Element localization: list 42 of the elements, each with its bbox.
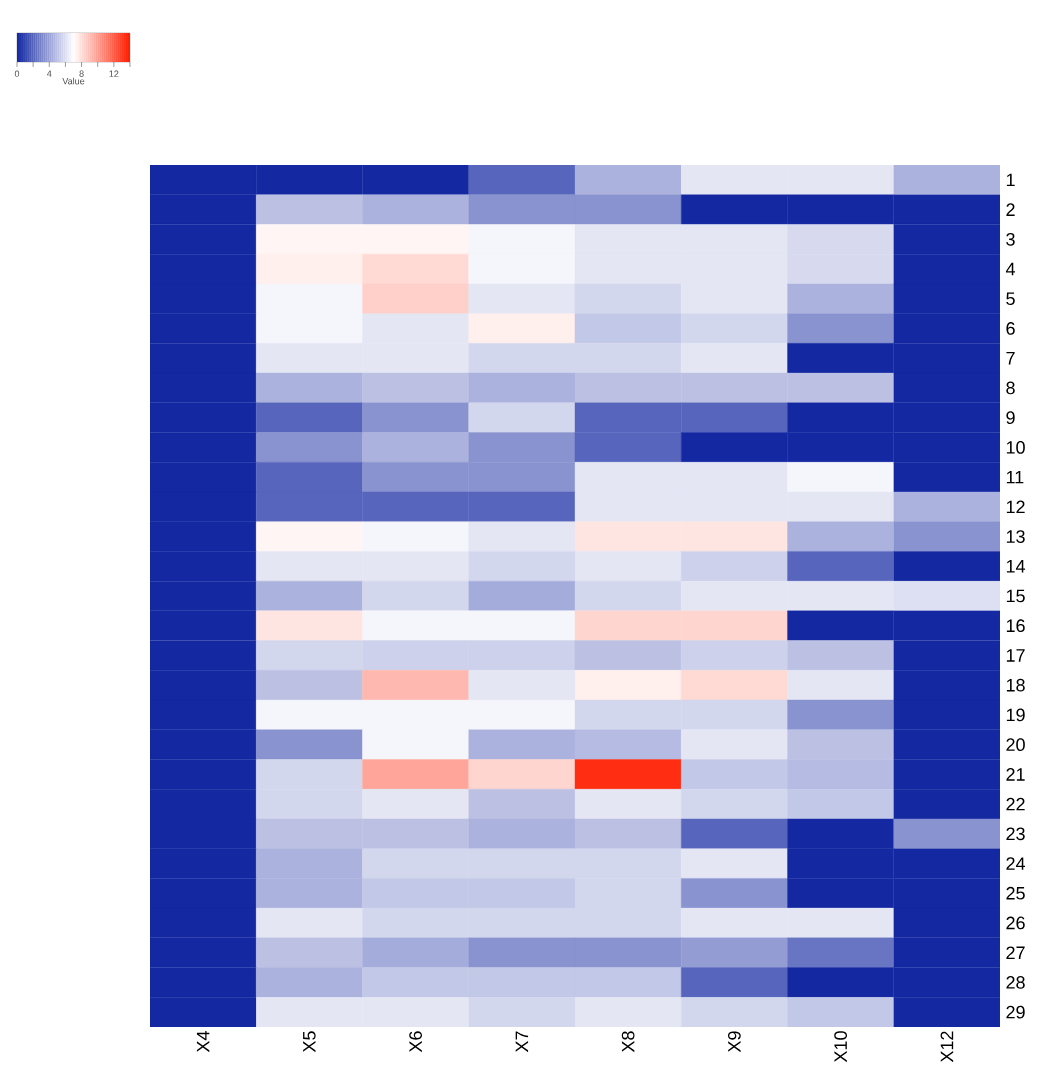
y-tick-label: 28: [1006, 976, 1025, 989]
y-tick-label: 15: [1006, 589, 1025, 603]
y-tick-label: 25: [1006, 886, 1025, 900]
y-tick-label: 19: [1006, 708, 1025, 722]
y-tick-label: 4: [1005, 262, 1016, 276]
y-tick-label: 22: [1006, 797, 1025, 811]
y-tick-label: 13: [1006, 530, 1025, 543]
y-tick-label: 23: [1006, 827, 1025, 841]
y-tick-label: 16: [1006, 619, 1025, 633]
color-bar-label: 8: [79, 70, 84, 77]
y-tick-label: 12: [1006, 500, 1025, 514]
x-tick-label: X9: [727, 1031, 741, 1053]
x-tick-label: X7: [515, 1031, 529, 1053]
color-bar-label: 4: [46, 70, 52, 77]
y-tick-label: 9: [1006, 411, 1015, 425]
y-tick-label: 8: [1006, 381, 1015, 395]
y-tick-label: 1: [1006, 173, 1015, 187]
y-tick-label: 27: [1006, 946, 1025, 959]
color-bar-label: 12: [109, 70, 119, 77]
color-bar-label: 0: [14, 70, 20, 77]
y-tick-label: 10: [1006, 441, 1025, 454]
x-tick-label: X6: [409, 1031, 422, 1053]
y-tick-label: 29: [1006, 1005, 1025, 1019]
y-tick-label: 21: [1006, 768, 1025, 781]
color-bar-title: Value: [62, 77, 85, 85]
x-tick-label: X12: [940, 1031, 954, 1063]
x-tick-label: X8: [621, 1031, 635, 1053]
y-tick-label: 14: [1006, 560, 1026, 573]
x-tick-label: X5: [303, 1031, 316, 1053]
y-tick-label: 24: [1006, 857, 1026, 870]
y-tick-label: 5: [1006, 292, 1015, 306]
y-tick-label: 17: [1006, 649, 1025, 662]
y-tick-label: 18: [1006, 678, 1025, 692]
y-tick-label: 26: [1006, 916, 1025, 930]
y-tick-label: 6: [1006, 322, 1015, 335]
y-tick-label: 7: [1006, 352, 1015, 365]
y-tick-label: 3: [1006, 232, 1015, 246]
y-tick-label: 20: [1006, 738, 1025, 751]
y-tick-label: 11: [1006, 470, 1024, 484]
x-tick-label: X10: [834, 1031, 847, 1063]
x-tick-label: X4: [196, 1031, 210, 1053]
y-tick-label: 2: [1006, 203, 1015, 216]
